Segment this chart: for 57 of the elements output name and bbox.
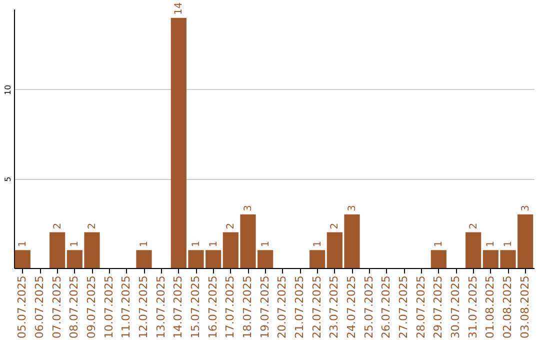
data-label: 1 <box>434 240 445 248</box>
x-tick-label: 26.07.2025 <box>380 276 393 338</box>
x-tick-label: 05.07.2025 <box>16 276 29 338</box>
data-label: 2 <box>226 222 237 230</box>
data-label: 2 <box>330 222 341 230</box>
x-tick-label: 06.07.2025 <box>33 276 46 338</box>
data-label: 1 <box>139 240 150 248</box>
x-tick-label: 03.08.2025 <box>518 276 532 338</box>
x-tick-label: 12.07.2025 <box>137 276 150 338</box>
x-tick-label: 16.07.2025 <box>206 276 220 338</box>
x-tick-label: 09.07.2025 <box>85 276 98 338</box>
x-tick-label: 31.07.2025 <box>466 276 480 338</box>
data-label: 1 <box>70 240 81 248</box>
x-tick-label: 14.07.2025 <box>172 276 185 338</box>
y-tick-label: 5 <box>4 176 12 182</box>
x-tick-label: 27.07.2025 <box>397 276 410 338</box>
data-label: 1 <box>18 240 29 248</box>
x-tick-label: 13.07.2025 <box>154 276 168 338</box>
x-tick-label: 15.07.2025 <box>189 276 202 338</box>
bar <box>136 250 152 268</box>
x-tick-label: 25.07.2025 <box>362 276 376 338</box>
data-label: 1 <box>312 240 324 248</box>
x-tick-label: 19.07.2025 <box>258 276 272 338</box>
bar <box>430 250 446 268</box>
data-label: 14 <box>174 2 185 15</box>
x-tick-label: 10.07.2025 <box>102 276 116 338</box>
x-tick-label: 24.07.2025 <box>345 276 358 338</box>
x-tick-label: 29.07.2025 <box>432 276 445 338</box>
x-tick-label: 23.07.2025 <box>328 276 341 338</box>
data-label: 2 <box>87 222 98 230</box>
x-tick-label: 07.07.2025 <box>50 276 64 338</box>
bar <box>310 250 326 268</box>
x-tick-label: 28.07.2025 <box>414 276 428 338</box>
x-tick-label: 20.07.2025 <box>276 276 289 338</box>
data-label: 1 <box>260 240 272 248</box>
data-label: 3 <box>243 205 254 212</box>
data-label: 3 <box>520 205 532 212</box>
x-tick-label: 18.07.2025 <box>241 276 254 338</box>
x-tick-label: 17.07.2025 <box>224 276 237 338</box>
x-tick-label: 08.07.2025 <box>68 276 81 338</box>
data-label: 1 <box>503 240 514 248</box>
bar <box>50 232 66 268</box>
data-label: 2 <box>52 222 64 230</box>
data-label: 1 <box>486 240 497 248</box>
x-tick-label: 01.08.2025 <box>484 276 497 338</box>
data-label: 1 <box>208 240 220 248</box>
x-tick-label: 21.07.2025 <box>293 276 306 338</box>
bar <box>466 232 482 268</box>
data-label: 3 <box>347 205 358 212</box>
x-tick-label: 30.07.2025 <box>449 276 462 338</box>
data-label: 2 <box>468 222 480 230</box>
x-tick-label: 11.07.2025 <box>120 276 133 338</box>
data-label: 1 <box>191 240 202 248</box>
bar <box>14 250 30 268</box>
y-tick-label: 10 <box>4 84 12 95</box>
x-tick-label: 22.07.2025 <box>310 276 324 338</box>
x-tick-label: 02.08.2025 <box>501 276 514 338</box>
